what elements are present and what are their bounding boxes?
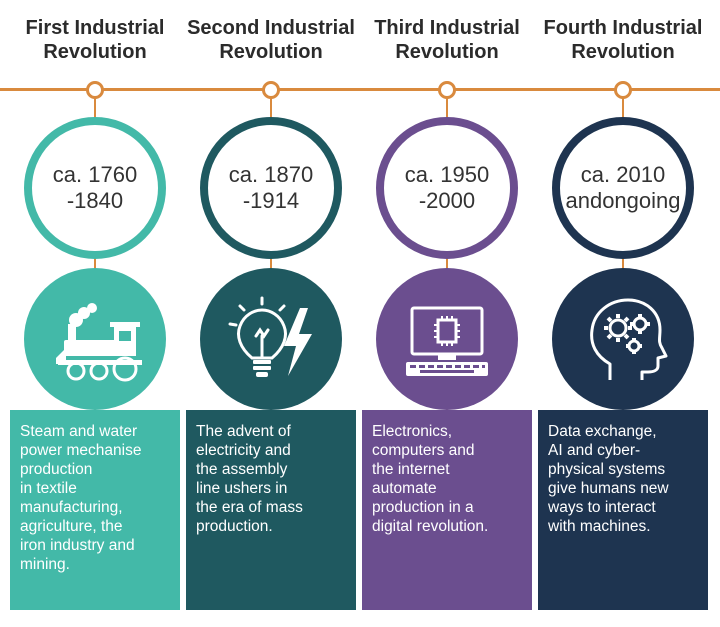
date-line: ca. 1760	[52, 162, 138, 187]
description-line: the internet	[372, 461, 450, 478]
column-title: Third Industrial Revolution	[350, 16, 544, 64]
description-line: Steam and water	[20, 423, 138, 440]
description-line: production	[20, 461, 93, 478]
description-line: agriculture, the	[20, 518, 123, 535]
description-line: power mechanise	[20, 442, 142, 459]
date-line: ca. 1950	[404, 162, 490, 187]
description-line: production.	[196, 518, 273, 535]
date-ring	[376, 117, 518, 259]
title-line: Second Industrial	[187, 17, 355, 39]
column-title: Second Industrial Revolution	[174, 16, 368, 64]
timeline-dot	[614, 81, 632, 99]
head-gears-icon	[552, 268, 694, 410]
date-range: ca. 2010 andongoing	[552, 117, 694, 259]
steam-train-icon	[24, 268, 166, 410]
title-line: First Industrial	[25, 17, 165, 39]
title-line: Revolution	[395, 41, 499, 63]
description-line: the assembly	[196, 461, 288, 478]
description-box: The advent of electricity and the assemb…	[186, 410, 356, 610]
description-box: Data exchange, AI and cyber- physical sy…	[538, 410, 708, 610]
title-line: Revolution	[571, 41, 675, 63]
description-line: Data exchange,	[548, 423, 657, 440]
description-line: Electronics,	[372, 423, 453, 440]
description-line: computers and	[372, 442, 475, 459]
description-line: mining.	[20, 556, 70, 573]
date-ring	[200, 117, 342, 259]
title-line: Revolution	[43, 41, 147, 63]
title-line: Third Industrial	[374, 17, 520, 39]
description-line: physical systems	[548, 461, 666, 478]
computer-icon	[376, 268, 518, 410]
title-line: Fourth Industrial	[543, 17, 703, 39]
description-box: Electronics, computers and the internet …	[362, 410, 532, 610]
date-line: -1840	[66, 188, 124, 213]
timeline-dot	[86, 81, 104, 99]
description-line: The advent of	[196, 423, 291, 440]
date-range: ca. 1950 -2000	[376, 117, 518, 259]
column-second-revolution: Second Industrial Revolution ca. 1870 -1…	[186, 0, 356, 627]
date-line: -2000	[418, 188, 476, 213]
date-line: andongoing	[565, 188, 681, 213]
column-title: First Industrial Revolution	[0, 16, 192, 64]
description-line: ways to interact	[548, 499, 656, 516]
timeline-line	[0, 88, 720, 91]
description-line: iron industry and	[20, 537, 135, 554]
description-line: with machines.	[548, 518, 651, 535]
description-line: manufacturing,	[20, 499, 123, 516]
description-line: give humans new	[548, 480, 669, 497]
column-third-revolution: Third Industrial Revolution ca. 1950 -20…	[362, 0, 532, 627]
description-line: digital revolution.	[372, 518, 489, 535]
description-line: electricity and	[196, 442, 291, 459]
column-title: Fourth Industrial Revolution	[526, 16, 720, 64]
description-line: automate	[372, 480, 437, 497]
description-box: Steam and water power mechanise producti…	[10, 410, 180, 610]
timeline-dot	[262, 81, 280, 99]
description-line: production in a	[372, 499, 474, 516]
date-ring	[24, 117, 166, 259]
date-ring	[552, 117, 694, 259]
column-fourth-revolution: Fourth Industrial Revolution ca. 2010 an…	[538, 0, 708, 627]
lightbulb-lightning-icon	[200, 268, 342, 410]
title-line: Revolution	[219, 41, 323, 63]
description-line: line ushers in	[196, 480, 288, 497]
date-line: ca. 1870	[228, 162, 314, 187]
description-line: in textile	[20, 480, 77, 497]
date-range: ca. 1870 -1914	[200, 117, 342, 259]
column-first-revolution: First Industrial Revolution ca. 1760 -18…	[10, 0, 180, 627]
date-line: -1914	[242, 188, 300, 213]
description-line: AI and cyber-	[548, 442, 641, 459]
date-line: ca. 2010	[580, 162, 666, 187]
description-line: the era of mass	[196, 499, 303, 516]
date-range: ca. 1760 -1840	[24, 117, 166, 259]
timeline-dot	[438, 81, 456, 99]
